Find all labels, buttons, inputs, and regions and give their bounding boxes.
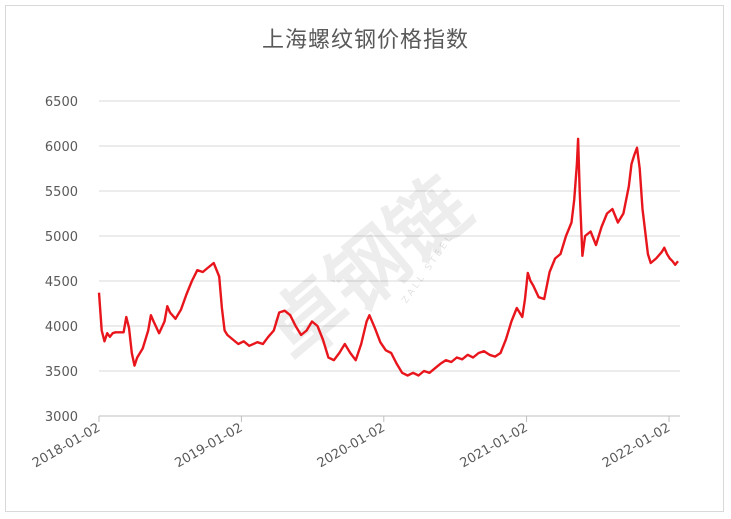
y-tick-label: 4000: [45, 320, 78, 335]
y-tick-label: 6500: [45, 95, 78, 110]
y-tick-label: 5500: [45, 185, 78, 200]
watermark: 卓钢链 ZALL STEEL: [250, 161, 487, 380]
y-tick-label: 3000: [45, 410, 78, 425]
y-tick-label: 3500: [45, 365, 78, 380]
y-axis-tick-labels: 3000 3500 4000 4500 5000 5500 6000 6500: [45, 95, 78, 425]
watermark-logo-text: 卓钢链: [250, 161, 487, 380]
series-line: [97, 137, 679, 377]
x-tick-label: 2018-01-02: [30, 420, 103, 471]
y-tick-label: 5000: [45, 230, 78, 245]
x-tick-label: 2021-01-02: [458, 420, 531, 471]
y-tick-label: 6000: [45, 140, 78, 155]
x-axis-tick-labels: 2018-01-02 2019-01-02 2020-01-02 2021-01-02…: [30, 416, 673, 471]
chart-title: 上海螺纹钢价格指数: [261, 28, 469, 53]
gridlines: [99, 100, 680, 372]
series-layer: [97, 137, 679, 377]
x-tick-label: 2020-01-02: [315, 420, 388, 471]
y-tick-label: 4500: [45, 275, 78, 290]
chart-frame: [5, 5, 724, 512]
x-tick-label: 2022-01-02: [600, 420, 673, 471]
x-tick-label: 2019-01-02: [172, 420, 245, 471]
